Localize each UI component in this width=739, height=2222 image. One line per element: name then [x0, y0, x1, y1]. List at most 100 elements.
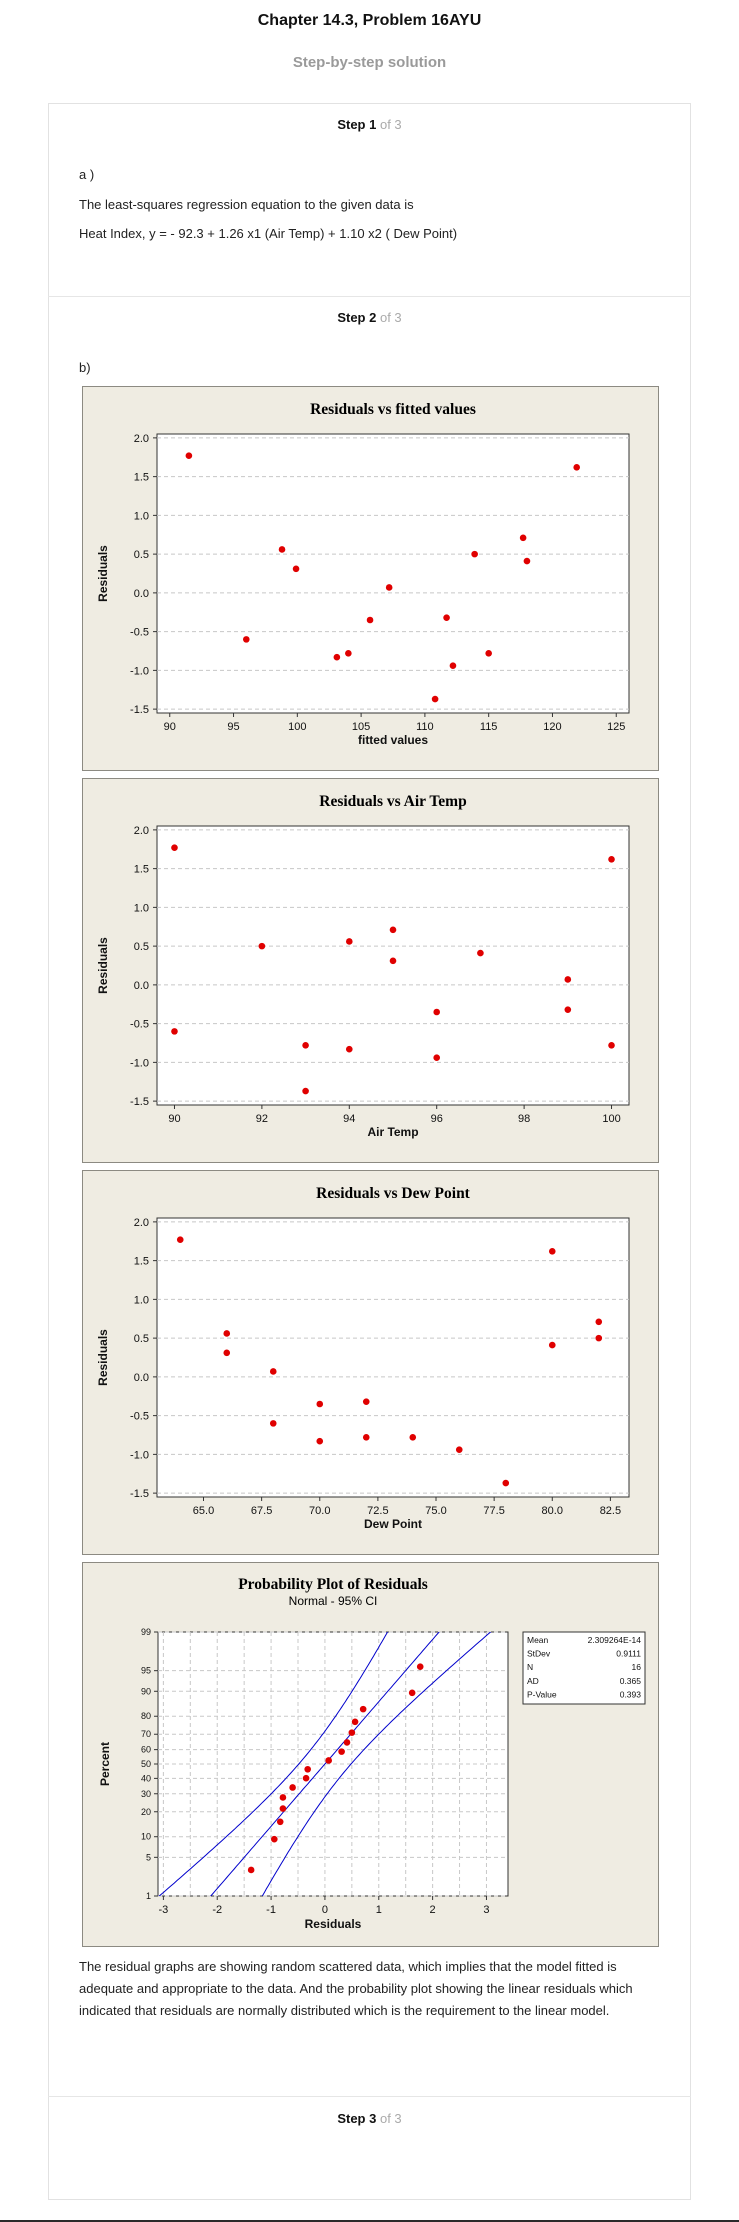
y-tick-label: 0.0: [134, 1372, 149, 1384]
x-tick-label: 3: [483, 1904, 489, 1916]
data-point: [185, 452, 193, 459]
data-point: [242, 636, 250, 643]
y-tick-label: 30: [141, 1789, 151, 1799]
step2-part: b): [79, 360, 91, 375]
x-tick-label: -2: [212, 1904, 222, 1916]
stats-box: [522, 1631, 646, 1705]
y-tick-label: 1.5: [134, 472, 149, 484]
y-tick-label: 2.0: [134, 825, 149, 837]
data-point: [223, 1330, 231, 1337]
x-tick-label: 95: [227, 721, 239, 733]
y-tick-label: 99: [141, 1627, 151, 1637]
step3-heading: Step 3 of 3: [48, 2111, 691, 2126]
residuals-vs-airtemp-chart: Residuals vs Air Temp -1.5 -1.0 -0.5 0.0 0.5 1…: [96, 793, 630, 1139]
chart-title: Residuals vs Dew Point: [316, 1185, 471, 1202]
x-tick-label: 72.5: [367, 1505, 388, 1517]
data-point: [389, 926, 397, 934]
data-point: [278, 546, 286, 553]
ci-upper-band: [261, 1632, 492, 1896]
step1-equation: Heat Index, y = - 92.3 + 1.26 x1 (Air Te…: [79, 226, 458, 241]
data-point: [302, 1042, 309, 1049]
data-point: [289, 1784, 296, 1791]
x-tick-label: 100: [602, 1113, 620, 1125]
fit-line: [210, 1632, 440, 1896]
x-tick-label: 115: [480, 721, 498, 733]
data-point: [171, 844, 178, 851]
data-point: [564, 1006, 572, 1013]
x-tick-label: 94: [343, 1113, 355, 1125]
data-point: [608, 1042, 615, 1049]
y-tick-label: 20: [141, 1807, 151, 1817]
data-point: [292, 565, 300, 573]
plot-area: [156, 825, 630, 1106]
y-tick-label: 60: [141, 1745, 151, 1755]
residuals-vs-fitted-chart: Residuals vs fitted values -1.5 -1.0 -0.5 0.…: [96, 401, 630, 747]
y-tick-label: 1.5: [134, 864, 149, 876]
data-point: [176, 1236, 184, 1243]
stat-label: AD: [527, 1676, 539, 1686]
y-tick-label: 5: [146, 1852, 151, 1862]
data-point: [548, 1341, 556, 1349]
x-tick-label: 110: [416, 721, 434, 733]
data-point: [359, 1705, 367, 1713]
ci-lower-band: [158, 1632, 389, 1896]
residuals-vs-dewpoint-chart: Residuals vs Dew Point -1.5 -1.0 -0.5 0.0 0.5…: [96, 1185, 630, 1531]
y-tick-label: 1.0: [134, 902, 149, 914]
y-tick-label: 2.0: [134, 1217, 149, 1229]
step1-part: a ): [79, 167, 95, 182]
y-tick-label: -1.5: [130, 1488, 149, 1500]
x-tick-label: 82.5: [600, 1505, 621, 1517]
y-tick-label: 80: [141, 1711, 151, 1721]
step3-of: of 3: [379, 2111, 402, 2126]
x-tick-label: 96: [431, 1113, 443, 1125]
data-point: [269, 1420, 277, 1427]
y-tick-label: -0.5: [130, 627, 149, 639]
plot-area: [156, 1217, 630, 1498]
y-tick-label: -1.5: [130, 704, 149, 716]
data-point: [408, 1689, 416, 1697]
y-tick-label: 0.0: [134, 588, 149, 600]
y-tick-label: -1.0: [130, 665, 149, 677]
stat-value: 16: [632, 1662, 642, 1672]
chart-panel-fitted: Residuals vs fitted values -1.5 -1.0 -0.5 0.…: [82, 386, 659, 771]
x-tick-label: 65.0: [193, 1505, 214, 1517]
step1-of: of 3: [379, 117, 402, 132]
data-point: [608, 856, 615, 863]
data-point: [271, 1835, 278, 1843]
step2-heading: Step 2 of 3: [48, 310, 691, 325]
y-tick-label: 0.0: [134, 980, 149, 992]
data-point: [477, 949, 484, 957]
stat-value: 0.365: [620, 1676, 642, 1686]
data-point: [279, 1805, 287, 1812]
data-point: [485, 650, 492, 657]
stat-value: 2.309264E-14: [588, 1635, 642, 1645]
y-tick-label: 1.0: [134, 1294, 149, 1306]
data-point: [302, 1774, 310, 1782]
y-tick-label: 70: [141, 1729, 151, 1739]
x-tick-label: 1: [376, 1904, 382, 1916]
data-point: [595, 1334, 603, 1342]
y-tick-label: 0.5: [134, 941, 149, 953]
y-tick-label: -0.5: [130, 1411, 149, 1423]
y-axis-label: Percent: [98, 1742, 112, 1786]
x-tick-label: -1: [266, 1904, 276, 1916]
data-point: [385, 584, 393, 591]
data-point: [389, 957, 397, 965]
y-tick-label: 1.0: [134, 510, 149, 522]
y-tick-label: 10: [141, 1832, 151, 1842]
x-tick-label: 120: [543, 721, 561, 733]
data-point: [302, 1087, 309, 1095]
data-point: [258, 942, 266, 950]
y-axis-label: Residuals: [96, 545, 110, 602]
data-point: [449, 662, 457, 670]
data-point: [433, 1054, 441, 1062]
data-point: [325, 1757, 332, 1764]
data-point: [519, 534, 527, 542]
data-point: [171, 1028, 178, 1035]
data-point: [362, 1434, 370, 1441]
chart-panel-airtemp: Residuals vs Air Temp -1.5 -1.0 -0.5 0.0 0.5 1…: [82, 778, 659, 1163]
y-tick-label: 90: [141, 1686, 151, 1696]
data-point: [431, 695, 439, 703]
y-tick-label: 95: [141, 1666, 151, 1676]
